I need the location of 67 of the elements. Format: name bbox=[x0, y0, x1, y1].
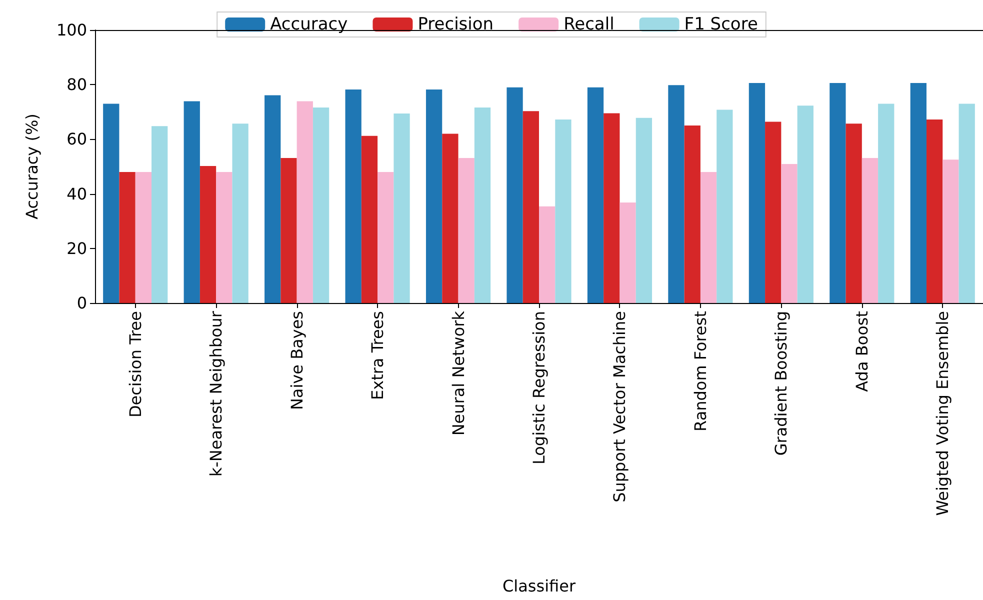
legend-label: Precision bbox=[418, 14, 494, 34]
x-tick-label: Extra Trees bbox=[368, 311, 388, 400]
y-tick-label: 60 bbox=[66, 130, 87, 149]
bar bbox=[522, 111, 539, 303]
bar bbox=[458, 158, 474, 303]
bar bbox=[878, 104, 894, 303]
bar bbox=[103, 104, 120, 303]
bar bbox=[135, 172, 152, 303]
bar bbox=[426, 90, 442, 303]
bar bbox=[636, 118, 652, 303]
bar bbox=[345, 90, 362, 303]
bar bbox=[926, 120, 943, 303]
y-axis-title: Accuracy (%) bbox=[22, 114, 42, 220]
x-tick-label: Gradient Boosting bbox=[772, 311, 791, 456]
x-tick-label: Decision Tree bbox=[126, 311, 145, 418]
x-tick-label: Neural Network bbox=[448, 310, 468, 436]
bar bbox=[958, 104, 975, 303]
bar bbox=[797, 106, 814, 303]
legend-label: Recall bbox=[564, 14, 614, 34]
bar bbox=[506, 87, 523, 303]
bar bbox=[119, 172, 136, 303]
bar bbox=[378, 172, 394, 303]
x-tick-label: Random Forest bbox=[690, 311, 710, 432]
x-tick-label: Weigted Voting Ensemble bbox=[933, 311, 952, 516]
bar bbox=[700, 172, 717, 303]
bar bbox=[264, 95, 281, 303]
bar bbox=[668, 85, 684, 303]
bar bbox=[748, 82, 766, 303]
bar bbox=[232, 124, 248, 303]
y-tick-label: 40 bbox=[66, 184, 87, 204]
y-tick-label: 20 bbox=[66, 238, 87, 258]
bar bbox=[216, 172, 232, 303]
y-tick-label: 0 bbox=[76, 294, 87, 312]
bar bbox=[539, 206, 556, 303]
bar bbox=[942, 160, 959, 303]
bar bbox=[184, 101, 200, 303]
bar bbox=[684, 126, 700, 303]
bar bbox=[910, 82, 926, 303]
x-tick-label: Naive Bayes bbox=[287, 311, 306, 410]
bar bbox=[781, 164, 798, 303]
y-tick-label: 100 bbox=[56, 20, 87, 40]
bar bbox=[830, 82, 846, 303]
bar bbox=[296, 101, 313, 303]
bar bbox=[361, 136, 378, 303]
bar bbox=[765, 122, 782, 303]
x-tick-label: Logistic Regression bbox=[530, 311, 548, 464]
x-axis-title: Classifier bbox=[502, 576, 576, 596]
bar bbox=[280, 158, 297, 303]
bar bbox=[587, 87, 604, 303]
bar bbox=[474, 108, 491, 303]
bar bbox=[312, 108, 330, 303]
bar bbox=[152, 126, 168, 303]
legend-label: F1 Score bbox=[684, 14, 758, 34]
bar bbox=[394, 114, 410, 303]
x-tick-label: Ada Boost bbox=[852, 311, 872, 392]
bar bbox=[442, 134, 458, 303]
bar bbox=[555, 120, 572, 303]
bar bbox=[604, 113, 620, 303]
bar bbox=[620, 202, 636, 303]
x-tick-label: Support Vector Machine bbox=[610, 311, 630, 502]
bar bbox=[846, 124, 862, 303]
x-tick-label: k-Nearest Neighbour bbox=[206, 310, 226, 477]
y-tick-label: 80 bbox=[66, 75, 87, 94]
bar bbox=[716, 110, 733, 303]
legend-label: Accuracy bbox=[270, 14, 348, 34]
bar bbox=[200, 166, 216, 303]
bar bbox=[862, 158, 878, 303]
